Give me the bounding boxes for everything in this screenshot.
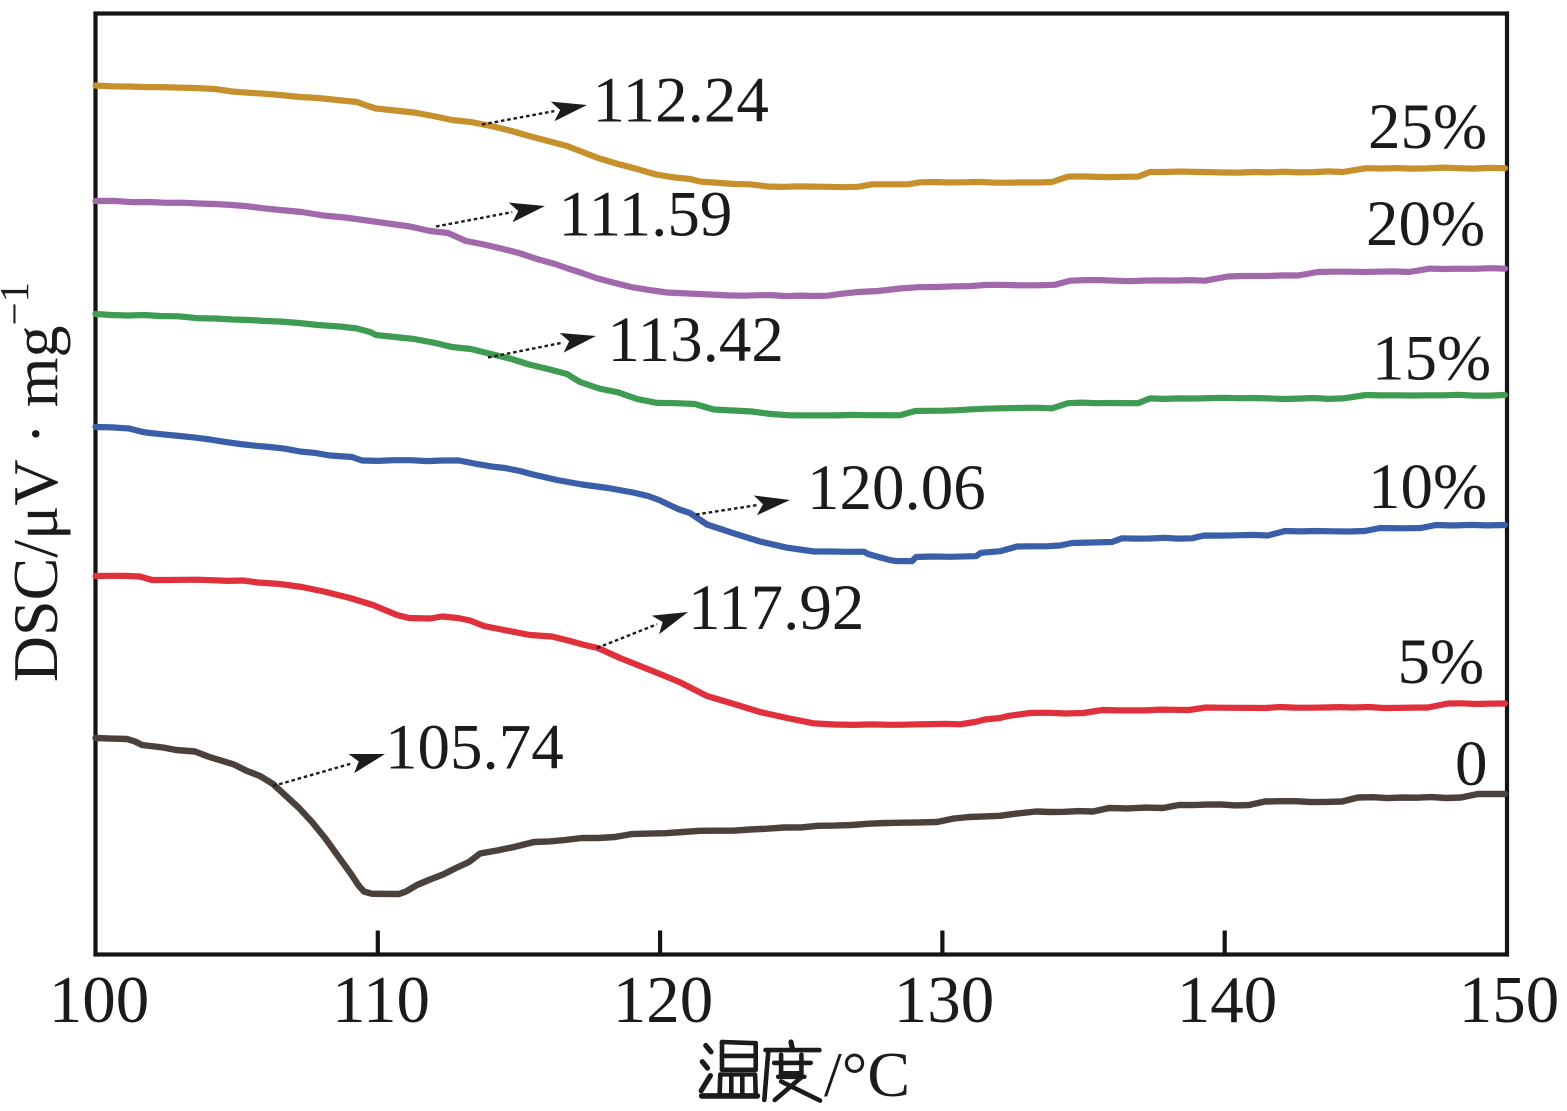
- svg-text:100: 100: [49, 963, 150, 1037]
- svg-text:/°C: /°C: [824, 1039, 910, 1110]
- svg-text:120.06: 120.06: [807, 452, 986, 524]
- svg-text:130: 130: [894, 963, 995, 1037]
- svg-text:111.59: 111.59: [559, 179, 733, 251]
- svg-text:112.24: 112.24: [593, 65, 769, 137]
- svg-text:20%: 20%: [1366, 188, 1485, 260]
- svg-text:113.42: 113.42: [608, 304, 784, 376]
- svg-text:117.92: 117.92: [688, 572, 864, 644]
- svg-text:150: 150: [1459, 963, 1560, 1037]
- svg-text:5%: 5%: [1398, 626, 1485, 698]
- svg-text:25%: 25%: [1368, 91, 1487, 163]
- svg-text:140: 140: [1177, 963, 1278, 1037]
- svg-text:120: 120: [613, 963, 714, 1037]
- svg-text:0: 0: [1455, 728, 1488, 800]
- svg-text:110: 110: [332, 963, 430, 1037]
- svg-text:15%: 15%: [1372, 323, 1491, 395]
- svg-text:105.74: 105.74: [385, 712, 564, 784]
- svg-text:DSC/μV · mg−1: DSC/μV · mg−1: [0, 282, 71, 682]
- svg-text:10%: 10%: [1368, 451, 1487, 523]
